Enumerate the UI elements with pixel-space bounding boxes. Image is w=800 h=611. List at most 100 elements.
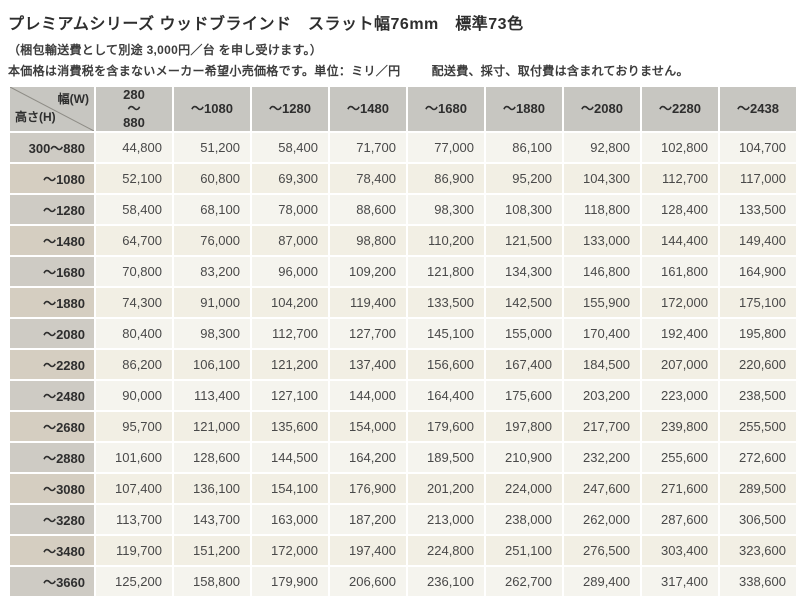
price-cell: 98,300 xyxy=(408,195,484,224)
table-row: 〜3280 113,700 143,700 163,000 187,200 213,000… xyxy=(10,505,796,534)
note-delivery: 配送費、採寸、取付費は含まれておりません。 xyxy=(431,64,689,78)
price-cell: 206,600 xyxy=(330,567,406,596)
price-cell: 133,500 xyxy=(720,195,796,224)
height-row-label: 〜3660 xyxy=(10,567,94,596)
price-cell: 210,900 xyxy=(486,443,562,472)
price-cell: 197,800 xyxy=(486,412,562,441)
table-row: 〜2480 90,000 113,400 127,100 144,000 164,400 1… xyxy=(10,381,796,410)
price-cell: 121,500 xyxy=(486,226,562,255)
price-cell: 289,400 xyxy=(564,567,640,596)
price-cell: 255,500 xyxy=(720,412,796,441)
price-cell: 175,100 xyxy=(720,288,796,317)
price-cell: 149,400 xyxy=(720,226,796,255)
price-cell: 70,800 xyxy=(96,257,172,286)
price-cell: 203,200 xyxy=(564,381,640,410)
price-cell: 104,300 xyxy=(564,164,640,193)
price-cell: 113,700 xyxy=(96,505,172,534)
price-cell: 108,300 xyxy=(486,195,562,224)
height-row-label: 〜1280 xyxy=(10,195,94,224)
price-cell: 51,200 xyxy=(174,133,250,162)
price-cell: 107,400 xyxy=(96,474,172,503)
price-cell: 98,300 xyxy=(174,319,250,348)
price-table-body: 300〜880 44,800 51,200 58,400 71,700 77,000 86,… xyxy=(10,133,796,596)
table-row: 〜3480 119,700 151,200 172,000 197,400 224,800… xyxy=(10,536,796,565)
price-cell: 306,500 xyxy=(720,505,796,534)
height-row-label: 300〜880 xyxy=(10,133,94,162)
price-cell: 172,000 xyxy=(642,288,718,317)
note-price: 本価格は消費税を含まないメーカー希望小売価格です。単位：ミリ／円 xyxy=(8,64,401,78)
price-cell: 146,800 xyxy=(564,257,640,286)
price-cell: 145,100 xyxy=(408,319,484,348)
price-cell: 69,300 xyxy=(252,164,328,193)
price-cell: 121,000 xyxy=(174,412,250,441)
price-cell: 167,400 xyxy=(486,350,562,379)
price-cell: 184,500 xyxy=(564,350,640,379)
price-cell: 154,100 xyxy=(252,474,328,503)
price-cell: 109,200 xyxy=(330,257,406,286)
price-cell: 161,800 xyxy=(642,257,718,286)
price-cell: 44,800 xyxy=(96,133,172,162)
width-header: 〜2280 xyxy=(642,87,718,131)
width-header: 280 〜 880 xyxy=(96,87,172,131)
price-cell: 154,000 xyxy=(330,412,406,441)
price-cell: 101,600 xyxy=(96,443,172,472)
price-cell: 303,400 xyxy=(642,536,718,565)
table-row: 〜3660 125,200 158,800 179,900 206,600 236,100… xyxy=(10,567,796,596)
price-cell: 71,700 xyxy=(330,133,406,162)
price-cell: 86,900 xyxy=(408,164,484,193)
price-cell: 76,000 xyxy=(174,226,250,255)
price-cell: 80,400 xyxy=(96,319,172,348)
price-cell: 176,900 xyxy=(330,474,406,503)
price-cell: 87,000 xyxy=(252,226,328,255)
price-cell: 207,000 xyxy=(642,350,718,379)
price-cell: 238,500 xyxy=(720,381,796,410)
price-cell: 137,400 xyxy=(330,350,406,379)
price-cell: 119,700 xyxy=(96,536,172,565)
price-cell: 155,000 xyxy=(486,319,562,348)
price-cell: 64,700 xyxy=(96,226,172,255)
price-table: 幅(W) 高さ(H) 280 〜 880 〜1080 〜1280 〜1480 〜1680… xyxy=(8,85,798,598)
price-cell: 156,600 xyxy=(408,350,484,379)
width-header: 〜2080 xyxy=(564,87,640,131)
price-cell: 92,800 xyxy=(564,133,640,162)
price-cell: 238,000 xyxy=(486,505,562,534)
height-row-label: 〜1880 xyxy=(10,288,94,317)
price-cell: 144,400 xyxy=(642,226,718,255)
price-cell: 58,400 xyxy=(96,195,172,224)
corner-cell: 幅(W) 高さ(H) xyxy=(10,87,94,131)
price-cell: 144,000 xyxy=(330,381,406,410)
price-cell: 60,800 xyxy=(174,164,250,193)
price-cell: 338,600 xyxy=(720,567,796,596)
price-cell: 179,600 xyxy=(408,412,484,441)
height-row-label: 〜1480 xyxy=(10,226,94,255)
height-row-label: 〜1680 xyxy=(10,257,94,286)
price-cell: 189,500 xyxy=(408,443,484,472)
table-row: 〜2680 95,700 121,000 135,600 154,000 179,600 1… xyxy=(10,412,796,441)
price-cell: 118,800 xyxy=(564,195,640,224)
price-cell: 135,600 xyxy=(252,412,328,441)
height-axis-label: 高さ(H) xyxy=(15,110,56,124)
price-cell: 262,700 xyxy=(486,567,562,596)
price-cell: 247,600 xyxy=(564,474,640,503)
price-cell: 232,200 xyxy=(564,443,640,472)
width-header: 〜1880 xyxy=(486,87,562,131)
price-cell: 223,000 xyxy=(642,381,718,410)
diagonal-divider-line xyxy=(10,87,94,131)
width-header: 〜1680 xyxy=(408,87,484,131)
height-row-label: 〜2880 xyxy=(10,443,94,472)
height-row-label: 〜2680 xyxy=(10,412,94,441)
price-cell: 117,000 xyxy=(720,164,796,193)
height-row-label: 〜3280 xyxy=(10,505,94,534)
price-cell: 164,400 xyxy=(408,381,484,410)
price-cell: 151,200 xyxy=(174,536,250,565)
price-cell: 187,200 xyxy=(330,505,406,534)
price-cell: 224,000 xyxy=(486,474,562,503)
price-cell: 323,600 xyxy=(720,536,796,565)
price-cell: 317,400 xyxy=(642,567,718,596)
price-cell: 121,800 xyxy=(408,257,484,286)
price-cell: 127,100 xyxy=(252,381,328,410)
price-cell: 164,900 xyxy=(720,257,796,286)
price-cell: 170,400 xyxy=(564,319,640,348)
price-cell: 276,500 xyxy=(564,536,640,565)
price-cell: 134,300 xyxy=(486,257,562,286)
